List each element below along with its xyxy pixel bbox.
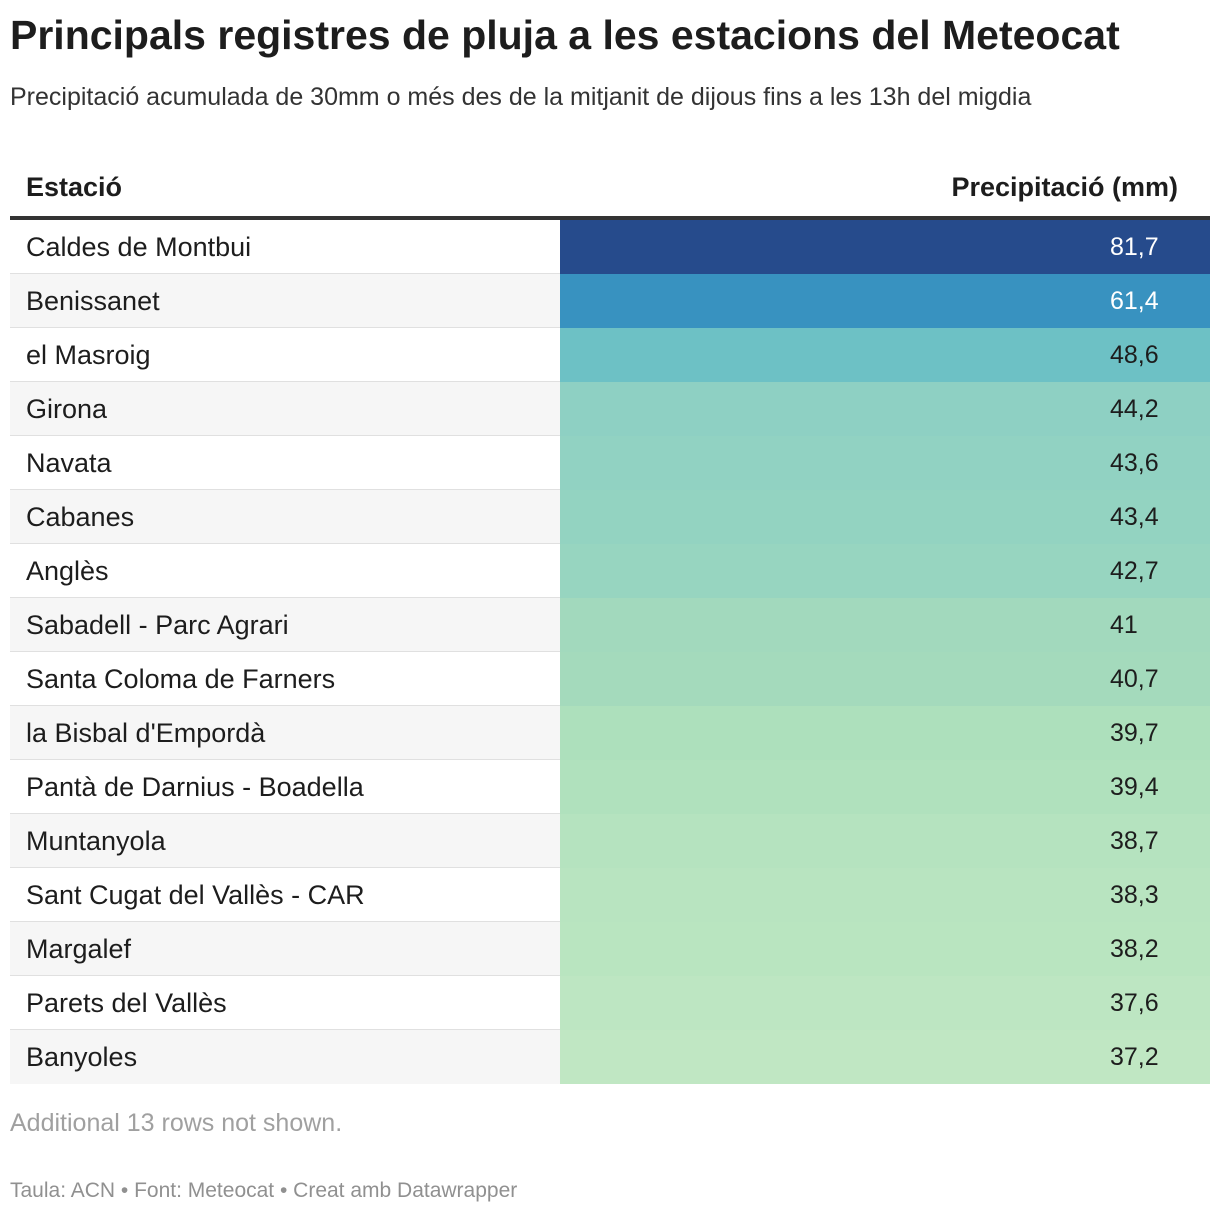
- table-row: Parets del Vallès 37,6: [10, 976, 1210, 1030]
- precipitation-value: 38,7: [1110, 827, 1159, 855]
- precipitation-cell: 43,4: [560, 490, 1210, 544]
- table-row: Santa Coloma de Farners 40,7: [10, 652, 1210, 706]
- station-name: Caldes de Montbui: [26, 232, 252, 262]
- column-header-precipitation[interactable]: Precipitació (mm): [951, 172, 1178, 202]
- table-row: Girona 44,2: [10, 382, 1210, 436]
- precipitation-value: 39,4: [1110, 773, 1159, 801]
- station-name: Sabadell - Parc Agrari: [26, 610, 289, 640]
- precipitation-value: 61,4: [1110, 287, 1159, 315]
- table-header: Estació Precipitació (mm): [10, 152, 1210, 220]
- table-row: Cabanes 43,4: [10, 490, 1210, 544]
- precipitation-value: 40,7: [1110, 665, 1159, 693]
- table-row: Navata 43,6: [10, 436, 1210, 490]
- table-row: Anglès 42,7: [10, 544, 1210, 598]
- precipitation-cell: 38,7: [560, 814, 1210, 868]
- precipitation-value: 38,3: [1110, 881, 1159, 909]
- station-name: Pantà de Darnius - Boadella: [26, 772, 364, 802]
- precipitation-cell: 81,7: [560, 220, 1210, 274]
- precipitation-cell: 40,7: [560, 652, 1210, 706]
- precipitation-value: 37,6: [1110, 989, 1159, 1017]
- source-footer: Taula: ACN • Font: Meteocat • Creat amb …: [10, 1179, 518, 1202]
- table-row: Banyoles 37,2: [10, 1030, 1210, 1084]
- table-row: Muntanyola 38,7: [10, 814, 1210, 868]
- chart-subtitle: Precipitació acumulada de 30mm o més des…: [10, 83, 1032, 111]
- precipitation-value: 38,2: [1110, 935, 1159, 963]
- precipitation-value: 48,6: [1110, 341, 1159, 369]
- precipitation-cell: 39,7: [560, 706, 1210, 760]
- precipitation-cell: 48,6: [560, 328, 1210, 382]
- station-name: Navata: [26, 448, 112, 478]
- station-name: Banyoles: [26, 1042, 138, 1072]
- station-name: Girona: [26, 394, 108, 424]
- precipitation-value: 43,6: [1110, 449, 1159, 477]
- precipitation-value: 44,2: [1110, 395, 1159, 423]
- station-name: Muntanyola: [26, 826, 166, 856]
- rows-not-shown-note: Additional 13 rows not shown.: [10, 1109, 343, 1137]
- station-name: Santa Coloma de Farners: [26, 664, 336, 694]
- precipitation-cell: 39,4: [560, 760, 1210, 814]
- station-name: la Bisbal d'Empordà: [26, 718, 266, 748]
- station-name: el Masroig: [26, 340, 151, 370]
- table-row: la Bisbal d'Empordà 39,7: [10, 706, 1210, 760]
- table-row: Margalef 38,2: [10, 922, 1210, 976]
- precipitation-cell: 44,2: [560, 382, 1210, 436]
- precipitation-value: 81,7: [1110, 233, 1159, 261]
- table-body: Caldes de Montbui 81,7 Benissanet 61,4 el Ma…: [10, 220, 1210, 1084]
- precipitation-cell: 43,6: [560, 436, 1210, 490]
- table-row: el Masroig 48,6: [10, 328, 1210, 382]
- column-header-station[interactable]: Estació: [26, 172, 123, 202]
- precipitation-cell: 38,3: [560, 868, 1210, 922]
- table-row: Benissanet 61,4: [10, 274, 1210, 328]
- precipitation-value: 42,7: [1110, 557, 1159, 585]
- table-row: Caldes de Montbui 81,7: [10, 220, 1210, 274]
- station-name: Parets del Vallès: [26, 988, 227, 1018]
- table-row: Sabadell - Parc Agrari 41: [10, 598, 1210, 652]
- precipitation-cell: 38,2: [560, 922, 1210, 976]
- precipitation-value: 41: [1110, 611, 1138, 639]
- precipitation-cell: 42,7: [560, 544, 1210, 598]
- station-name: Anglès: [26, 556, 109, 586]
- chart-title: Principals registres de pluja a les esta…: [10, 12, 1120, 58]
- precipitation-cell: 61,4: [560, 274, 1210, 328]
- station-name: Cabanes: [26, 502, 135, 532]
- station-name: Sant Cugat del Vallès - CAR: [26, 880, 365, 910]
- precipitation-value: 43,4: [1110, 503, 1159, 531]
- station-name: Margalef: [26, 934, 132, 964]
- table-row: Sant Cugat del Vallès - CAR 38,3: [10, 868, 1210, 922]
- precipitation-table: Estació Precipitació (mm) Caldes de Mont…: [10, 152, 1210, 1084]
- precipitation-cell: 41: [560, 598, 1210, 652]
- precipitation-value: 39,7: [1110, 719, 1159, 747]
- station-name: Benissanet: [26, 286, 160, 316]
- precipitation-cell: 37,2: [560, 1030, 1210, 1084]
- precipitation-cell: 37,6: [560, 976, 1210, 1030]
- precipitation-value: 37,2: [1110, 1043, 1159, 1071]
- table-row: Pantà de Darnius - Boadella 39,4: [10, 760, 1210, 814]
